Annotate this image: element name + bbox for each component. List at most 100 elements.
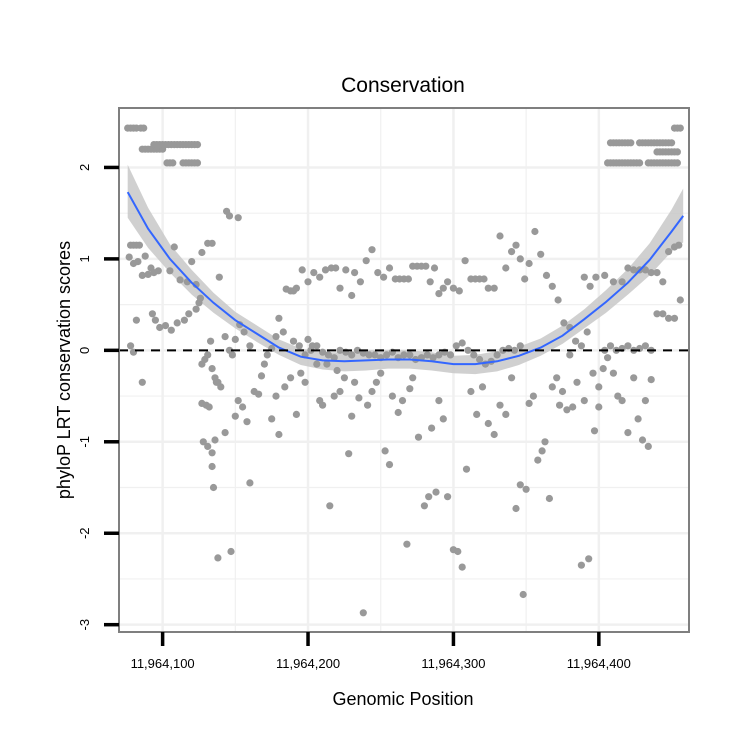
data-point [394,408,402,417]
data-point [304,278,312,286]
data-point [208,239,216,247]
data-point [125,253,133,261]
data-point [673,159,682,167]
data-point [255,390,263,398]
data-point [368,387,376,396]
data-point [478,383,487,391]
data-point [553,374,561,382]
data-point [510,346,519,354]
data-point [601,271,609,279]
data-point [173,319,181,327]
data-point [512,241,520,249]
data-point [516,255,524,263]
data-point [439,415,447,423]
data-point [566,351,574,359]
data-point [377,369,385,377]
data-point [425,493,433,501]
x-tick-label: 11,964,200 [276,656,340,671]
data-point [490,430,498,439]
data-point [624,264,632,272]
data-point [336,387,344,396]
data-point [636,159,644,167]
data-point [470,351,478,359]
data-point [545,494,554,503]
data-point [406,351,414,359]
data-point [385,461,394,469]
data-point [180,316,188,324]
data-point [563,406,571,414]
data-point [313,360,321,368]
data-point [428,424,436,432]
data-point [548,383,556,391]
data-point [144,270,152,278]
data-point [462,465,471,473]
data-point [340,374,348,382]
data-point [630,266,638,274]
data-point [647,376,655,384]
data-point [429,354,437,362]
data-point [676,124,684,132]
data-point [599,365,607,373]
data-point [356,278,364,286]
data-point [211,436,219,444]
data-point [208,462,216,471]
data-point [569,403,577,411]
data-point [496,232,504,240]
data-point [336,346,344,354]
data-point [480,275,488,283]
data-point [359,609,367,617]
data-point [141,252,149,260]
data-point [435,351,443,359]
data-point [484,284,492,292]
data-point [246,479,254,487]
data-point [321,266,330,274]
data-point [260,360,268,368]
data-point [275,314,283,322]
data-point [446,351,455,359]
data-point [313,342,321,350]
data-point [362,257,370,265]
data-point [214,554,222,562]
data-point [502,410,510,418]
data-point [355,394,363,402]
data-point [529,392,538,400]
data-point [541,438,549,446]
data-point [560,319,568,327]
data-point [423,351,431,359]
data-point [493,351,501,359]
data-point [538,447,546,455]
data-point [319,401,327,409]
data-point [516,481,524,489]
data-point [404,275,412,283]
data-point [323,360,331,368]
data-point [263,351,271,359]
data-point [604,354,612,362]
data-point [234,397,242,405]
y-axis-label: phyloP LRT conservation scores [54,241,74,499]
data-point [420,502,428,510]
data-point [217,383,225,391]
data-point [476,355,484,364]
data-point [298,266,306,274]
data-point [166,267,174,275]
x-tick-label: 11,964,400 [567,656,631,671]
data-point [647,269,655,277]
data-point [167,326,175,334]
data-point [231,335,239,343]
data-point [630,374,638,382]
data-point [512,504,520,513]
data-point [580,397,588,405]
data-point [345,450,353,458]
data-point [151,316,159,324]
data-point [534,456,542,464]
data-point [606,342,615,350]
data-point [638,436,647,444]
data-point [519,590,527,599]
chart-title: Conservation [341,74,465,97]
data-point [609,278,618,286]
data-point [624,429,632,437]
data-point [135,241,143,249]
data-point [193,159,202,167]
y-tick-label: -1 [77,436,92,448]
